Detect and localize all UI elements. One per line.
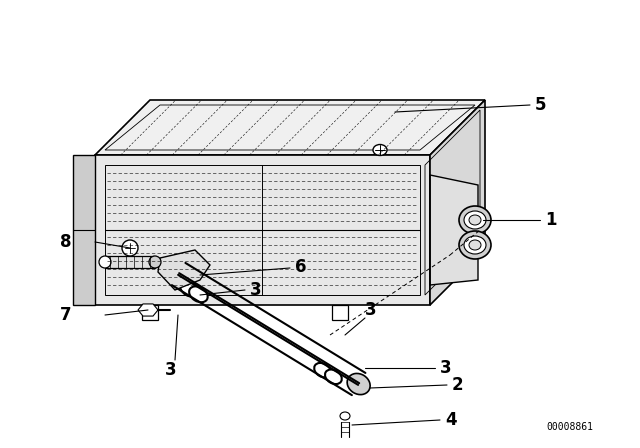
- Polygon shape: [95, 155, 430, 305]
- Text: 00008861: 00008861: [547, 422, 593, 432]
- Ellipse shape: [122, 240, 138, 256]
- Text: 7: 7: [60, 306, 72, 324]
- Ellipse shape: [314, 363, 331, 378]
- Ellipse shape: [189, 286, 208, 302]
- Ellipse shape: [168, 264, 189, 284]
- Polygon shape: [332, 305, 348, 320]
- Text: 3: 3: [440, 359, 452, 377]
- Polygon shape: [95, 100, 485, 155]
- Ellipse shape: [464, 211, 486, 229]
- Text: 4: 4: [445, 411, 456, 429]
- Polygon shape: [105, 256, 155, 268]
- Ellipse shape: [99, 256, 111, 268]
- Polygon shape: [138, 304, 158, 316]
- Ellipse shape: [459, 231, 491, 259]
- Ellipse shape: [469, 240, 481, 250]
- Ellipse shape: [325, 370, 342, 384]
- Ellipse shape: [149, 256, 161, 268]
- Ellipse shape: [464, 236, 486, 254]
- Ellipse shape: [347, 374, 370, 395]
- Ellipse shape: [373, 145, 387, 155]
- Text: 3: 3: [250, 281, 262, 299]
- Ellipse shape: [469, 215, 481, 225]
- Polygon shape: [142, 305, 158, 320]
- Ellipse shape: [340, 412, 350, 420]
- Ellipse shape: [459, 206, 491, 234]
- Polygon shape: [73, 155, 95, 305]
- Text: 2: 2: [452, 376, 463, 394]
- Text: 3: 3: [165, 361, 177, 379]
- Ellipse shape: [180, 281, 198, 297]
- Polygon shape: [430, 100, 485, 305]
- Text: 1: 1: [545, 211, 557, 229]
- Text: 6: 6: [295, 258, 307, 276]
- Text: 8: 8: [60, 233, 72, 251]
- Text: 3: 3: [365, 301, 376, 319]
- Text: 5: 5: [535, 96, 547, 114]
- Polygon shape: [158, 250, 210, 290]
- Polygon shape: [430, 175, 478, 285]
